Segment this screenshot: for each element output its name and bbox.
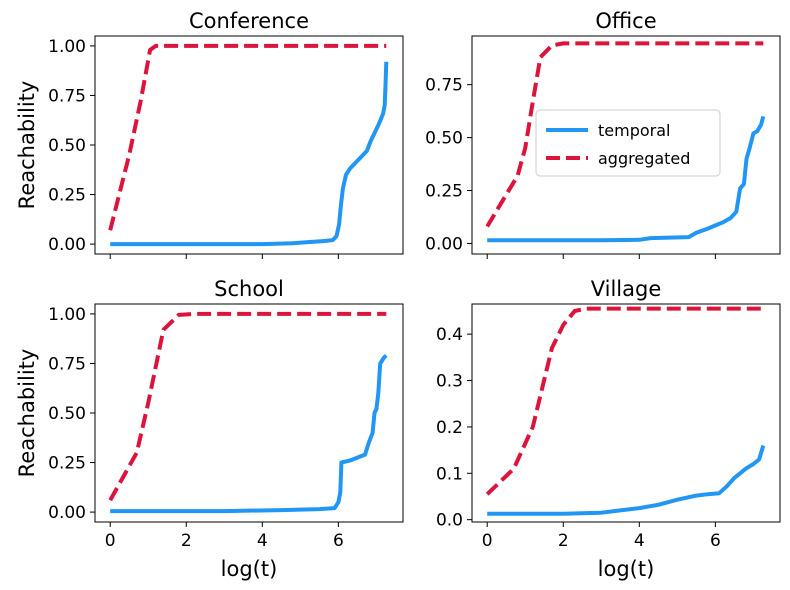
x-tick-label: 2	[558, 531, 569, 551]
x-tick-label: 6	[333, 531, 344, 551]
x-tick-label: 4	[634, 531, 645, 551]
y-tick-label: 0.25	[425, 182, 463, 202]
y-tick-label: 0.25	[48, 186, 86, 206]
x-tick-label: 2	[181, 531, 192, 551]
x-tick-label: 0	[105, 531, 116, 551]
y-axis-label: Reachability	[15, 81, 39, 210]
y-tick-label: 0.75	[48, 86, 86, 106]
x-axis-label: log(t)	[598, 557, 655, 581]
series-line-aggregated	[485, 41, 764, 228]
y-tick-label: 1.00	[48, 305, 86, 325]
y-tick-label: 1.00	[48, 37, 86, 57]
legend: temporal aggregated	[535, 109, 721, 177]
panel-title: Conference	[189, 9, 309, 33]
x-tick-label: 0	[482, 531, 493, 551]
series-line-aggregated	[108, 43, 387, 231]
panel-title: School	[214, 277, 284, 301]
panel-office: Office 0.00 0.25 0.50 0.75 temporal aggregated	[425, 9, 781, 259]
series-line-temporal	[110, 353, 388, 514]
plot-frame	[471, 303, 781, 523]
y-tick-label: 0.2	[436, 418, 463, 438]
plot-frame	[94, 303, 404, 523]
legend-box	[535, 109, 721, 177]
panel-title: Village	[591, 277, 662, 301]
y-tick-label: 0.75	[48, 354, 86, 374]
y-tick-label: 0.50	[425, 129, 463, 149]
y-tick-label: 0.75	[425, 76, 463, 96]
y-tick-label: 0.00	[425, 234, 463, 254]
series-line-temporal	[110, 61, 389, 247]
series-line-temporal	[487, 115, 766, 243]
y-tick-label: 0.00	[48, 503, 86, 523]
y-tick-label: 0.4	[436, 325, 463, 345]
y-tick-label: 0.1	[436, 464, 463, 484]
x-axis-label: log(t)	[221, 557, 278, 581]
panel-title: Office	[595, 9, 656, 33]
y-tick-label: 0.50	[48, 136, 86, 156]
panel-school: School 0 2 4 6 0.00 0.25 0.50 0.75 1.00 log(t) Reac…	[15, 277, 404, 581]
series-line-aggregated	[108, 311, 387, 502]
x-tick-label: 6	[710, 531, 721, 551]
plot-frame	[94, 35, 404, 255]
y-tick-label: 0.50	[48, 404, 86, 424]
legend-label: aggregated	[598, 149, 690, 168]
series-line-temporal	[487, 444, 766, 516]
panel-village: Village 0 2 4 6 0.0 0.1 0.2 0.3 0.4 log(t)	[436, 277, 781, 581]
series-line-aggregated	[485, 306, 764, 496]
y-tick-label: 0.25	[48, 454, 86, 474]
panel-conference: Conference 0.00 0.25 0.50 0.75 1.00 Reachabili…	[15, 9, 404, 259]
plot-frame	[471, 35, 781, 255]
y-tick-label: 0.3	[436, 372, 463, 392]
y-tick-label: 0.0	[436, 511, 463, 531]
legend-label: temporal	[598, 121, 670, 140]
x-tick-label: 4	[257, 531, 268, 551]
y-tick-label: 0.00	[48, 235, 86, 255]
y-axis-label: Reachability	[15, 349, 39, 478]
